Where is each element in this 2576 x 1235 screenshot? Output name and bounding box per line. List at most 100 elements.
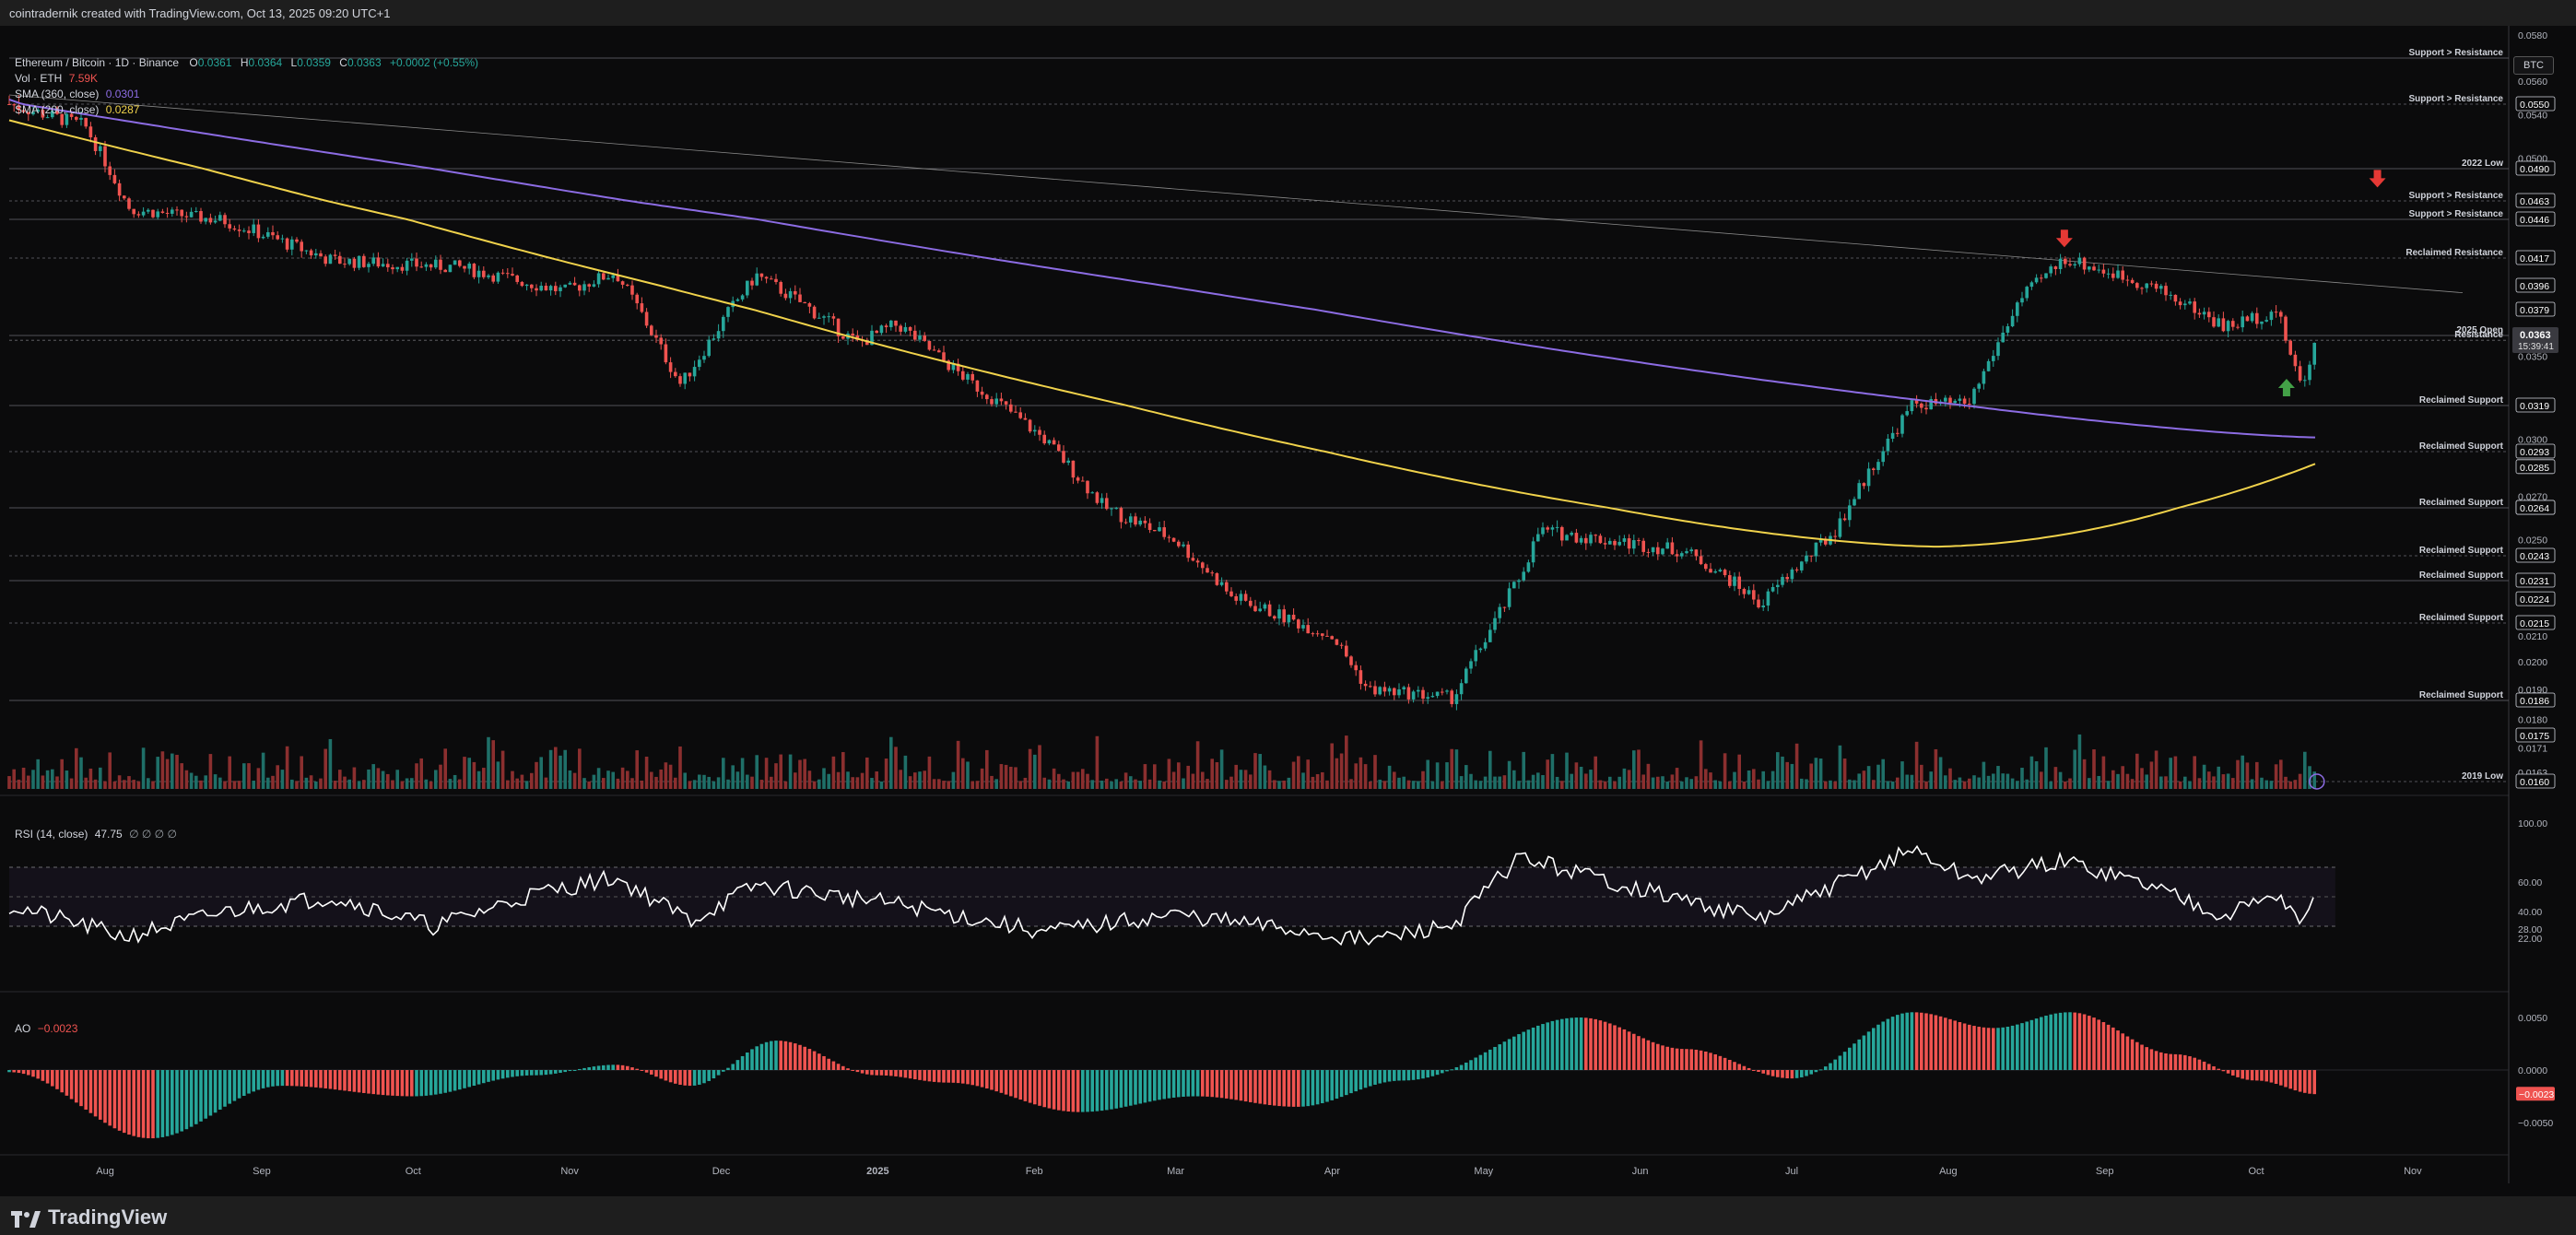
price-label-box — [2515, 250, 2556, 265]
volume-bar — [51, 769, 54, 789]
price-label: 0.0396 — [2520, 281, 2549, 292]
candle-body — [1656, 547, 1660, 555]
ao-bar — [252, 1070, 255, 1092]
volume-bar — [1325, 780, 1329, 789]
volume-bar — [1234, 764, 1238, 789]
ao-bar — [266, 1070, 270, 1088]
ao-bar — [702, 1070, 706, 1084]
ao-bar — [419, 1070, 423, 1097]
green-up-arrow-icon — [2277, 379, 2295, 396]
volume-bar — [132, 780, 135, 789]
ao-legend[interactable]: AO −0.0023 — [15, 1022, 77, 1035]
time-tick-label: Jun — [1632, 1166, 1649, 1177]
volume-bar — [127, 776, 131, 789]
volume-bar — [7, 776, 11, 789]
ao-bar — [1584, 1017, 1588, 1070]
volume-bar — [1417, 781, 1420, 789]
volume-bar — [1062, 779, 1065, 789]
volume-bar — [343, 776, 347, 789]
ao-bar — [434, 1070, 438, 1095]
candle-body — [1733, 576, 1736, 586]
candle-body — [506, 273, 510, 275]
volume-bar — [1680, 781, 1684, 789]
ao-bar — [79, 1070, 83, 1107]
candle-body — [2097, 269, 2100, 271]
ao-bar — [1229, 1070, 1233, 1100]
candle-body — [2188, 301, 2192, 304]
volume-bar — [1047, 779, 1052, 789]
volume-bar — [1297, 756, 1300, 789]
ao-bar — [2077, 1013, 2082, 1070]
volume-bar — [1382, 781, 1387, 789]
volume-bar — [338, 770, 342, 789]
candle-body — [1866, 468, 1871, 487]
candle-body — [171, 209, 174, 214]
ao-bar — [2164, 1053, 2168, 1070]
rsi-legend[interactable]: RSI (14, close) 47.75 ∅ ∅ ∅ ∅ — [15, 828, 177, 841]
ao-bar — [520, 1070, 524, 1076]
volume-bar — [1627, 770, 1631, 789]
sma360-legend[interactable]: SMA (360, close) 0.0301 — [15, 88, 139, 100]
ao-bar — [611, 1064, 615, 1070]
ao-bar — [232, 1070, 237, 1101]
candle-body — [1095, 492, 1100, 503]
ao-bar — [2082, 1014, 2087, 1070]
volume-bar — [740, 758, 745, 789]
level-label: Reclaimed Support — [2419, 441, 2504, 452]
symbol-legend[interactable]: Ethereum / Bitcoin · 1D · Binance O0.036… — [15, 56, 478, 69]
ao-bar — [1014, 1070, 1017, 1099]
volume-bar — [2217, 766, 2220, 789]
volume-bar — [650, 771, 653, 789]
ao-bar — [1359, 1070, 1363, 1090]
volume-bar — [664, 762, 668, 789]
candle-body — [712, 338, 716, 340]
ao-bar — [951, 1070, 956, 1083]
volume-bar — [1617, 776, 1621, 789]
ao-bar — [1637, 1036, 1641, 1070]
volume-bar — [2197, 778, 2202, 789]
candle-body — [2016, 302, 2019, 316]
candle-body — [323, 256, 327, 265]
candle-body — [1646, 551, 1651, 553]
volume-bar — [1311, 776, 1315, 789]
currency-badge[interactable]: BTC — [2513, 56, 2554, 75]
candle-body — [740, 295, 745, 300]
candle-body — [453, 260, 457, 265]
candle-body — [1339, 644, 1344, 646]
volume-bar — [1637, 749, 1641, 789]
volume-bar — [1838, 745, 1842, 789]
price-label-box — [2515, 572, 2556, 588]
volume-bar — [1646, 763, 1651, 789]
volume-bar — [1584, 773, 1588, 789]
ao-bar — [932, 1070, 936, 1082]
tradingview-brand[interactable]: TradingView — [11, 1206, 167, 1229]
candle-body — [319, 253, 323, 257]
volume-bar — [319, 778, 323, 789]
candle-body — [1872, 468, 1876, 470]
sma200-legend[interactable]: SMA (200, close) 0.0287 — [15, 103, 139, 116]
candle-body — [2197, 312, 2202, 315]
price-label: 0.0285 — [2520, 463, 2549, 474]
candle-body — [572, 282, 577, 286]
candle-body — [2034, 277, 2039, 283]
volume-bar — [2034, 760, 2039, 789]
ao-bar — [1574, 1017, 1579, 1070]
volume-bar — [213, 774, 218, 789]
candle-body — [1195, 560, 1200, 563]
candle-body — [1253, 606, 1257, 612]
volume-bar — [1182, 778, 1185, 789]
volume-bar — [2241, 755, 2244, 789]
volume-bar — [415, 763, 418, 789]
candle-body — [1531, 541, 1535, 563]
ao-bar — [1661, 1045, 1664, 1070]
volume-bar — [2044, 747, 2048, 789]
chart-frame[interactable]: Support > Resistance Support > Resistance… — [0, 26, 2576, 1196]
tradingview-wordmark: TradingView — [48, 1206, 168, 1229]
candle-body — [261, 236, 265, 239]
candle-body — [1297, 619, 1300, 629]
candle-body — [875, 330, 878, 334]
volume-legend[interactable]: Vol · ETH 7.59K — [15, 72, 98, 85]
ao-bar — [2034, 1018, 2039, 1070]
candle-body — [889, 320, 893, 327]
